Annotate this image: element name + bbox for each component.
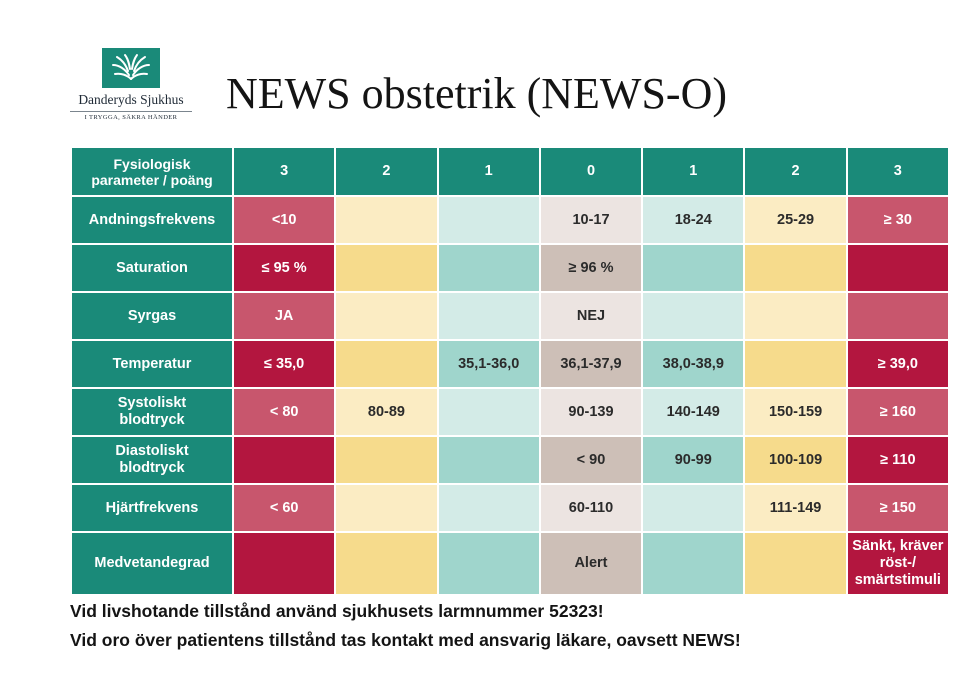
table-row: Temperatur ≤ 35,0 35,1-36,0 36,1-37,9 38… bbox=[72, 341, 948, 387]
score-cell bbox=[643, 293, 744, 339]
score-cell: 140-149 bbox=[643, 389, 744, 435]
score-header: 3 bbox=[847, 148, 948, 195]
score-cell bbox=[745, 245, 846, 291]
table-row: Syrgas JA NEJ bbox=[72, 293, 948, 339]
table-row: Hjärtfrekvens < 60 60-110 111-149 ≥ 150 bbox=[72, 485, 948, 531]
score-cell: ≥ 96 % bbox=[540, 245, 642, 291]
score-cell: ≥ 39,0 bbox=[847, 341, 948, 387]
parameter-label: Syrgas bbox=[72, 293, 232, 339]
table-header-row: Fysiologisk parameter / poäng 3 2 1 0 1 … bbox=[72, 148, 948, 195]
score-cell bbox=[438, 293, 539, 339]
score-cell: < 90 bbox=[540, 437, 642, 483]
score-header: 1 bbox=[643, 148, 744, 195]
parameter-label: Temperatur bbox=[72, 341, 232, 387]
score-cell bbox=[847, 245, 948, 291]
table-row: Saturation ≤ 95 % ≥ 96 % bbox=[72, 245, 948, 291]
contact-note: Vid oro över patientens tillstånd tas ko… bbox=[70, 630, 741, 650]
score-cell: Alert bbox=[540, 533, 642, 594]
score-cell: JA bbox=[234, 293, 335, 339]
score-cell: ≥ 150 bbox=[847, 485, 948, 531]
score-cell bbox=[438, 485, 539, 531]
score-cell bbox=[643, 533, 744, 594]
parameter-label: Medvetandegrad bbox=[72, 533, 232, 594]
score-cell: 90-99 bbox=[643, 437, 744, 483]
score-cell: 10-17 bbox=[540, 197, 642, 243]
score-cell: ≥ 30 bbox=[847, 197, 948, 243]
score-cell: 25-29 bbox=[745, 197, 846, 243]
page-title: NEWS obstetrik (NEWS-O) bbox=[226, 69, 728, 118]
score-cell bbox=[234, 533, 335, 594]
score-cell bbox=[745, 341, 846, 387]
parameter-label-line2: blodtryck bbox=[119, 460, 185, 476]
table-row: Diastoliskt blodtryck < 90 90-99 100-109… bbox=[72, 437, 948, 483]
score-cell bbox=[336, 341, 437, 387]
score-cell bbox=[745, 533, 846, 594]
score-cell: 90-139 bbox=[540, 389, 642, 435]
parameter-label-line1: Systoliskt bbox=[117, 395, 187, 411]
score-header: 0 bbox=[540, 148, 642, 195]
score-cell: < 80 bbox=[234, 389, 335, 435]
logo-name: Danderyds Sjukhus bbox=[78, 92, 184, 107]
score-cell: ≤ 95 % bbox=[234, 245, 335, 291]
score-cell bbox=[234, 437, 335, 483]
score-cell: 36,1-37,9 bbox=[540, 341, 642, 387]
score-header: 2 bbox=[745, 148, 846, 195]
table-row: Andningsfrekvens <10 10-17 18-24 25-29 ≥… bbox=[72, 197, 948, 243]
parameter-header-line1: Fysiologisk bbox=[113, 155, 191, 172]
score-cell bbox=[438, 389, 539, 435]
parameter-label: Andningsfrekvens bbox=[72, 197, 232, 243]
score-cell: 100-109 bbox=[745, 437, 846, 483]
score-cell: 18-24 bbox=[643, 197, 744, 243]
parameter-label-line2: blodtryck bbox=[119, 412, 185, 428]
score-cell bbox=[438, 533, 539, 594]
score-cell bbox=[745, 293, 846, 339]
table-row: Medvetandegrad Alert Sänkt, kräver röst-… bbox=[72, 533, 948, 594]
score-cell bbox=[847, 293, 948, 339]
score-header: 1 bbox=[438, 148, 539, 195]
score-cell: ≥ 110 bbox=[847, 437, 948, 483]
logo-tagline: I TRYGGA, SÄKRA HÄNDER bbox=[84, 114, 178, 121]
emergency-note: Vid livshotande tillstånd använd sjukhus… bbox=[70, 601, 604, 621]
score-cell bbox=[336, 197, 437, 243]
score-cell: 35,1-36,0 bbox=[438, 341, 539, 387]
table-row: Systoliskt blodtryck < 80 80-89 90-139 1… bbox=[72, 389, 948, 435]
score-cell bbox=[438, 197, 539, 243]
score-cell bbox=[336, 437, 437, 483]
news-score-table: Fysiologisk parameter / poäng 3 2 1 0 1 … bbox=[70, 146, 950, 596]
score-cell: < 60 bbox=[234, 485, 335, 531]
score-cell: ≥ 160 bbox=[847, 389, 948, 435]
score-cell bbox=[336, 245, 437, 291]
parameter-label: Systoliskt blodtryck bbox=[72, 389, 232, 435]
score-cell bbox=[438, 245, 539, 291]
score-cell: ≤ 35,0 bbox=[234, 341, 335, 387]
score-cell bbox=[643, 485, 744, 531]
parameter-header-line2: parameter / poäng bbox=[91, 171, 213, 188]
score-cell bbox=[438, 437, 539, 483]
score-cell: Sänkt, kräver röst-/ smärtstimuli bbox=[847, 533, 948, 594]
score-header: 2 bbox=[336, 148, 437, 195]
score-cell bbox=[336, 293, 437, 339]
score-cell: 38,0-38,9 bbox=[643, 341, 744, 387]
logo-divider bbox=[70, 111, 192, 112]
parameter-label-line1: Diastoliskt bbox=[115, 443, 189, 459]
score-cell: 60-110 bbox=[540, 485, 642, 531]
hands-icon bbox=[102, 48, 160, 88]
hospital-logo: Danderyds Sjukhus I TRYGGA, SÄKRA HÄNDER bbox=[66, 48, 196, 121]
score-cell bbox=[643, 245, 744, 291]
score-cell bbox=[336, 485, 437, 531]
score-cell: 150-159 bbox=[745, 389, 846, 435]
parameter-label: Hjärtfrekvens bbox=[72, 485, 232, 531]
score-cell: 80-89 bbox=[336, 389, 437, 435]
score-cell bbox=[336, 533, 437, 594]
score-cell: 111-149 bbox=[745, 485, 846, 531]
score-cell: NEJ bbox=[540, 293, 642, 339]
score-cell: <10 bbox=[234, 197, 335, 243]
score-header: 3 bbox=[234, 148, 335, 195]
parameter-label: Saturation bbox=[72, 245, 232, 291]
parameter-label: Diastoliskt blodtryck bbox=[72, 437, 232, 483]
parameter-column-header: Fysiologisk parameter / poäng bbox=[72, 148, 232, 195]
